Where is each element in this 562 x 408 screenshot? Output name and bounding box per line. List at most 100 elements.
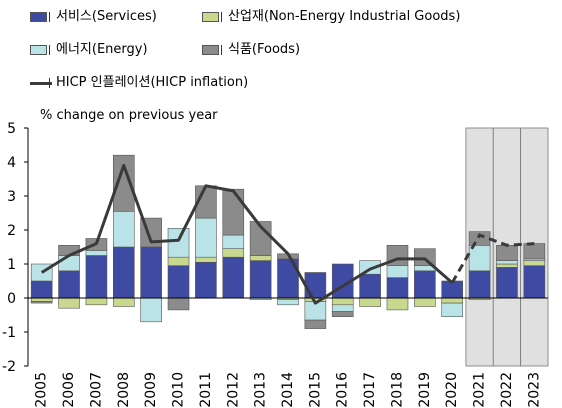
bar-services bbox=[85, 255, 108, 299]
bar-services bbox=[523, 265, 546, 299]
y-tick-label: 3 bbox=[7, 189, 16, 205]
legend-item-hicp: HICP 인플레이션(HICP inflation) bbox=[28, 75, 358, 91]
bar-food bbox=[496, 245, 518, 261]
legend-swatch-services bbox=[30, 12, 47, 22]
x-tick-label: 2008 bbox=[116, 372, 132, 408]
bar-neig bbox=[359, 297, 381, 307]
bar-neig bbox=[112, 297, 135, 307]
bar-services bbox=[167, 265, 190, 299]
bar-food bbox=[523, 243, 546, 260]
bar-services bbox=[249, 260, 272, 299]
x-tick-label: 2017 bbox=[362, 372, 378, 408]
bar-services bbox=[441, 280, 464, 299]
bar-energy bbox=[85, 250, 108, 256]
x-tick-label: 2005 bbox=[34, 372, 50, 408]
legend-separator bbox=[49, 12, 50, 22]
legend-item-services: 서비스(Services) bbox=[28, 9, 358, 25]
bar-services bbox=[468, 270, 491, 299]
hicp-line-forecast bbox=[450, 233, 535, 284]
x-tick-label: 2021 bbox=[472, 372, 488, 408]
legend-item-energy: 에너지(Energy) bbox=[28, 42, 358, 58]
bar-neig bbox=[195, 256, 217, 263]
bar-services bbox=[359, 273, 381, 299]
legend-label-services: 서비스(Services) bbox=[56, 9, 157, 24]
y-tick-label: 4 bbox=[7, 155, 16, 171]
x-tick-label: 2009 bbox=[143, 372, 159, 408]
legend-swatch-hicp bbox=[30, 82, 52, 85]
x-tick-label: 2018 bbox=[389, 372, 405, 408]
y-axis-label: % change on previous year bbox=[40, 108, 218, 123]
legend-label-energy: 에너지(Energy) bbox=[56, 42, 148, 57]
bar-neig bbox=[441, 297, 464, 304]
x-tick-label: 2014 bbox=[280, 372, 296, 408]
bar-food bbox=[304, 319, 327, 329]
bar-neig bbox=[496, 263, 518, 268]
legend-swatch-neig bbox=[202, 12, 219, 22]
y-tick-label: 0 bbox=[7, 291, 16, 307]
y-tick-label: -2 bbox=[2, 359, 16, 375]
x-tick-label: 2023 bbox=[526, 372, 542, 408]
bar-energy bbox=[58, 255, 80, 272]
x-tick-label: 2019 bbox=[417, 372, 433, 408]
legend-item-food: 식품(Foods) bbox=[200, 42, 530, 58]
bar-energy bbox=[496, 260, 518, 265]
legend-separator bbox=[221, 12, 222, 22]
bar-services bbox=[140, 246, 162, 299]
legend-separator bbox=[49, 78, 50, 88]
bar-services bbox=[222, 256, 245, 299]
bar-neig bbox=[30, 297, 53, 302]
legend-swatch-food bbox=[202, 45, 219, 55]
bar-services bbox=[414, 270, 436, 299]
bar-services bbox=[58, 270, 80, 299]
bar-neig bbox=[58, 297, 80, 309]
bar-services bbox=[112, 246, 135, 299]
x-tick-label: 2016 bbox=[335, 372, 351, 408]
x-tick-label: 2012 bbox=[225, 372, 241, 408]
x-tick-label: 2022 bbox=[499, 372, 515, 408]
bar-energy bbox=[331, 304, 354, 312]
x-tick-label: 2007 bbox=[88, 372, 104, 408]
bar-neig bbox=[167, 256, 190, 267]
legend-label-hicp: HICP 인플레이션(HICP inflation) bbox=[56, 75, 249, 90]
y-tick-label: 1 bbox=[7, 257, 16, 273]
y-tick-label: 2 bbox=[7, 223, 16, 239]
y-tick-label: -1 bbox=[2, 325, 16, 341]
bar-energy bbox=[441, 302, 464, 318]
bar-neig bbox=[85, 297, 108, 306]
y-tick-label: 5 bbox=[7, 121, 16, 137]
bar-neig bbox=[523, 260, 546, 267]
bar-energy bbox=[112, 211, 135, 248]
bar-food bbox=[414, 248, 436, 266]
bar-neig bbox=[386, 297, 409, 311]
legend-label-food: 식품(Foods) bbox=[228, 42, 301, 57]
bar-food bbox=[112, 154, 135, 212]
bar-energy bbox=[277, 299, 299, 306]
legend-separator bbox=[221, 45, 222, 55]
legend-label-neig: 산업재(Non-Energy Industrial Goods) bbox=[228, 9, 461, 24]
bar-neig bbox=[222, 248, 245, 258]
bar-energy bbox=[140, 297, 162, 323]
legend-swatch-energy bbox=[30, 45, 47, 55]
bar-food bbox=[331, 311, 354, 318]
bar-energy bbox=[195, 217, 217, 258]
bar-energy bbox=[222, 234, 245, 250]
x-tick-label: 2013 bbox=[253, 372, 269, 408]
bar-neig bbox=[331, 297, 354, 306]
bar-services bbox=[30, 280, 53, 299]
bar-neig bbox=[414, 297, 436, 307]
bar-food bbox=[167, 297, 190, 311]
bar-services bbox=[496, 267, 518, 299]
legend-separator bbox=[49, 45, 50, 55]
x-tick-label: 2015 bbox=[307, 372, 323, 408]
x-tick-label: 2006 bbox=[61, 372, 77, 408]
bar-neig bbox=[249, 255, 272, 261]
x-tick-label: 2010 bbox=[171, 372, 187, 408]
bar-energy bbox=[167, 228, 190, 258]
legend: 서비스(Services) 산업재(Non-Energy Industrial G… bbox=[0, 0, 562, 100]
bar-services bbox=[304, 272, 327, 299]
legend-item-neig: 산업재(Non-Energy Industrial Goods) bbox=[200, 9, 530, 25]
bar-energy bbox=[386, 265, 409, 278]
x-tick-label: 2011 bbox=[198, 372, 214, 408]
bar-services bbox=[195, 261, 217, 299]
